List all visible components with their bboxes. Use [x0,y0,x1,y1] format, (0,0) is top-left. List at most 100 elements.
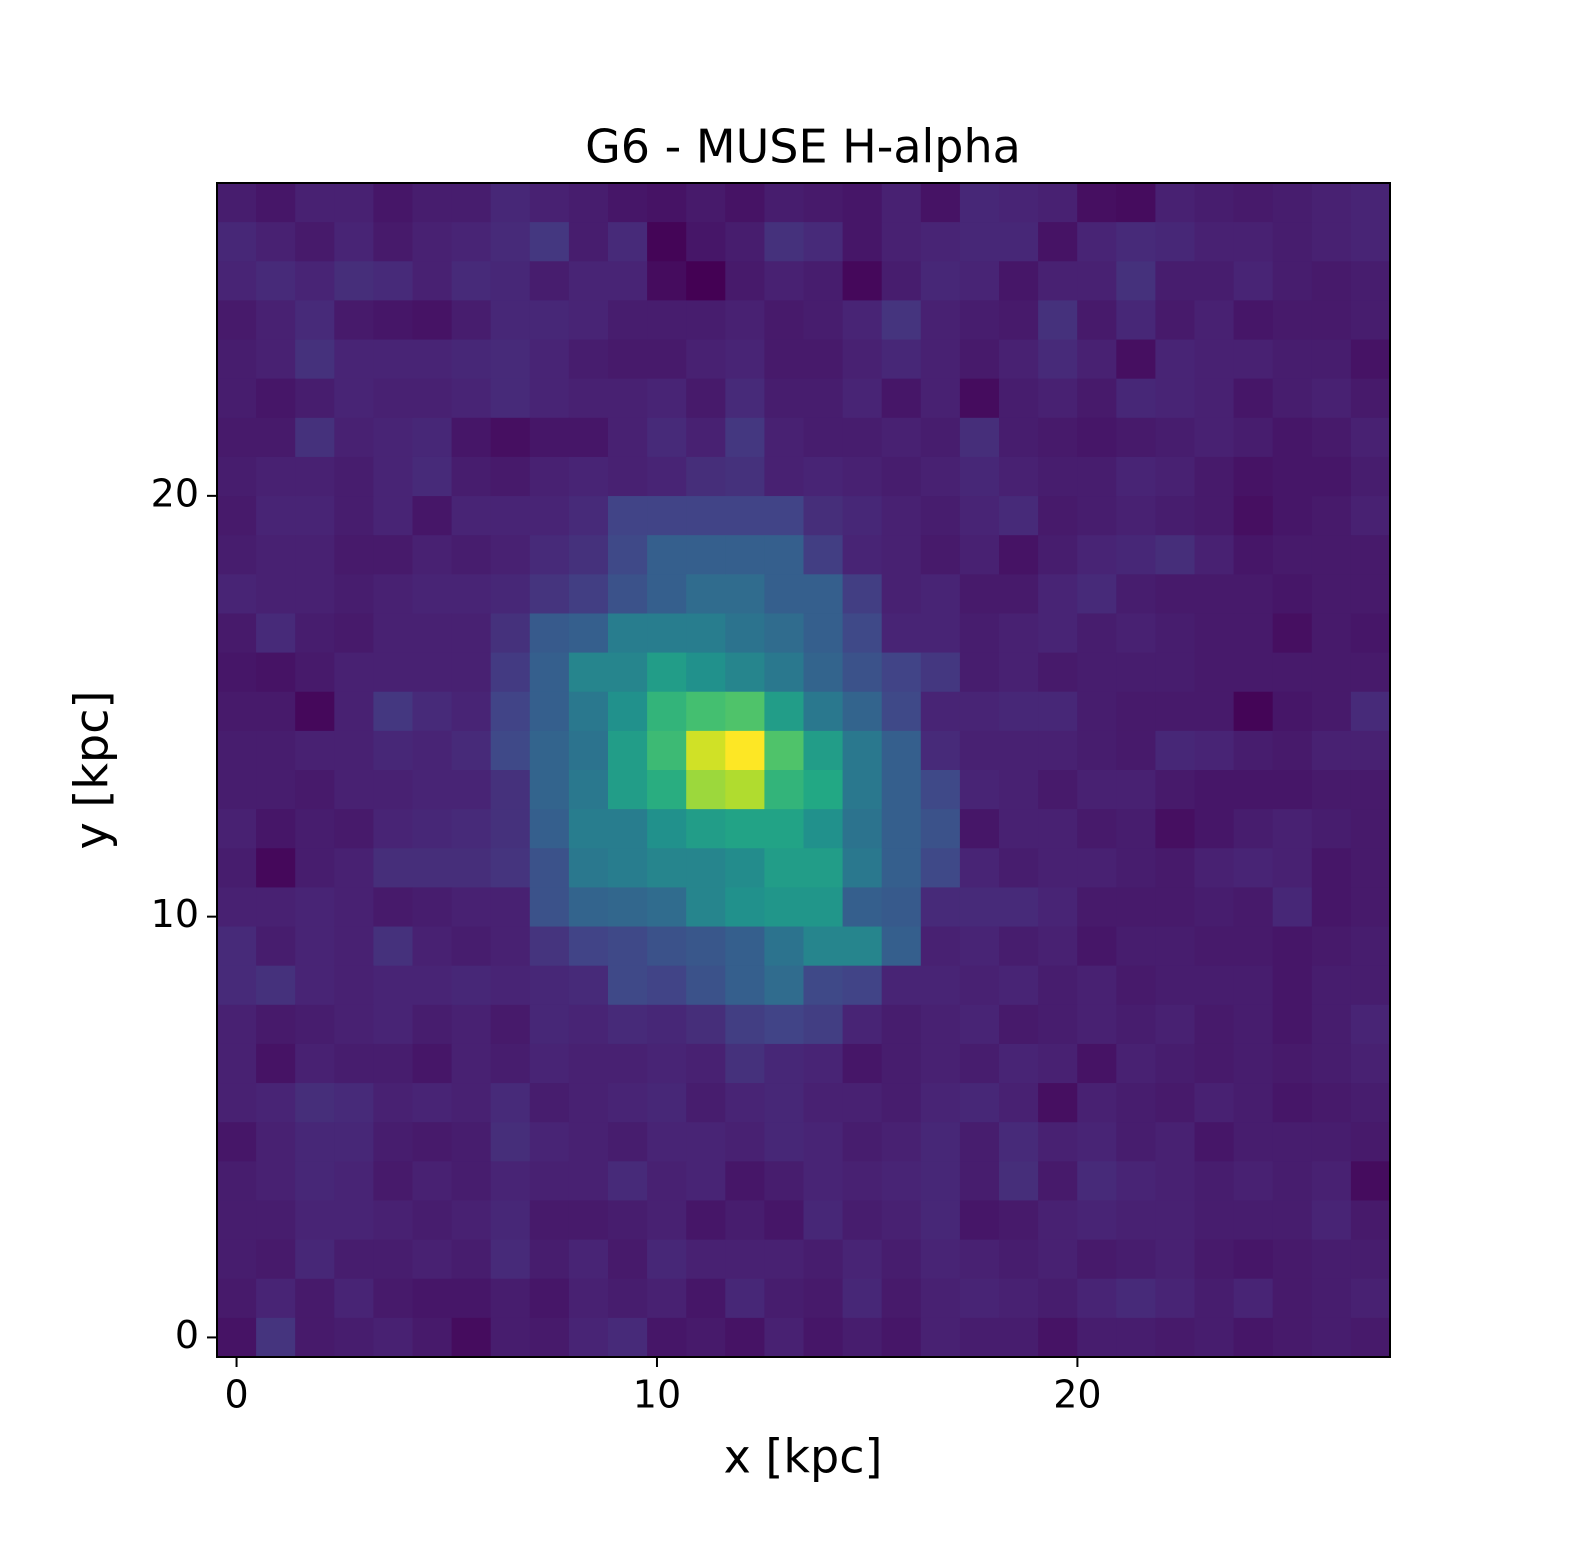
heatmap-cell [881,1278,922,1319]
heatmap-cell [295,183,335,223]
heatmap-cell [1272,1239,1313,1280]
heatmap-cell [999,339,1039,380]
heatmap-cell [1038,809,1078,849]
heatmap-cell [725,456,765,497]
heatmap-cell [412,1317,453,1358]
heatmap-cell [529,1004,570,1045]
heatmap-cell [373,417,414,458]
heatmap-cell [529,809,570,849]
heatmap-cell [999,1200,1039,1241]
heatmap-cell [1155,1043,1196,1084]
heatmap-cell [373,652,414,693]
heatmap-cell [803,730,844,771]
heatmap-cell [490,339,531,380]
heatmap-cell [334,378,374,419]
heatmap-cell [256,339,296,380]
heatmap-cell [803,652,844,693]
heatmap-cell [334,652,374,693]
heatmap-cell [1350,848,1391,888]
heatmap-cell [920,1278,961,1319]
heatmap-cell [764,613,805,654]
heatmap-cell [1155,1278,1196,1319]
heatmap-cell [881,574,922,615]
heatmap-cell [373,1083,414,1123]
heatmap-cell [725,809,765,849]
heatmap-cell [1272,1278,1313,1319]
heatmap-cell [1116,496,1156,536]
heatmap-cell [725,574,765,615]
heatmap-cell [1311,300,1352,341]
heatmap-cell [1038,456,1078,497]
heatmap-cell [881,809,922,849]
heatmap-cell [1233,613,1274,654]
heatmap-cell [881,378,922,419]
heatmap-cell [881,1122,922,1162]
heatmap-cell [373,496,414,536]
heatmap-cell [881,496,922,536]
heatmap-cell [725,926,765,967]
heatmap-cell [1350,1200,1391,1241]
heatmap-cell [1311,1043,1352,1084]
heatmap-cell [1155,417,1196,458]
heatmap-cell [999,496,1039,536]
heatmap-cell [568,535,609,575]
heatmap-cell [959,261,1000,301]
heatmap-cell [920,926,961,967]
heatmap-cell [256,417,296,458]
heatmap-cell [1272,1200,1313,1241]
heatmap-cell [256,770,296,810]
heatmap-cell [529,965,570,1006]
heatmap-cell [999,1161,1039,1202]
heatmap-cell [999,1083,1039,1123]
heatmap-cell [217,1004,257,1045]
heatmap-cell [1233,887,1274,928]
heatmap-cell [999,456,1039,497]
heatmap-cell [1194,1083,1235,1123]
heatmap-cell [334,183,374,223]
heatmap-cell [999,300,1039,341]
heatmap-cell [1311,887,1352,928]
heatmap-cell [686,261,726,301]
plot-frame [216,182,1391,1358]
heatmap-cell [1350,691,1391,732]
heatmap-cell [1233,300,1274,341]
heatmap-cell [412,1239,453,1280]
heatmap-cell [842,770,883,810]
heatmap-cell [568,1239,609,1280]
heatmap-cell [959,1317,1000,1358]
heatmap-cell [1077,887,1117,928]
heatmap-cell [959,183,1000,223]
heatmap-cell [881,613,922,654]
heatmap-cell [490,222,531,262]
heatmap-cell [451,770,492,810]
heatmap-cell [412,770,453,810]
heatmap-cell [451,574,492,615]
heatmap-cell [608,183,648,223]
heatmap-cell [764,1317,805,1358]
heatmap-cell [1311,456,1352,497]
heatmap-cell [1233,339,1274,380]
heatmap-cell [1116,1122,1156,1162]
heatmap-cell [1272,535,1313,575]
heatmap-cell [334,1161,374,1202]
heatmap-cell [373,300,414,341]
heatmap-cell [256,848,296,888]
heatmap-cell [373,1161,414,1202]
heatmap-cell [686,456,726,497]
heatmap-cell [920,300,961,341]
heatmap-cell [1116,300,1156,341]
heatmap-cell [764,1083,805,1123]
heatmap-cell [1311,1004,1352,1045]
heatmap-cell [568,456,609,497]
heatmap-cell [764,1239,805,1280]
heatmap-cell [842,1004,883,1045]
heatmap-cell [256,378,296,419]
heatmap-cell [334,1043,374,1084]
heatmap-cell [295,535,335,575]
heatmap-cell [842,183,883,223]
heatmap-cell [1038,848,1078,888]
heatmap-cell [1155,535,1196,575]
heatmap-cell [1116,1200,1156,1241]
heatmap-cell [999,848,1039,888]
heatmap-cell [999,378,1039,419]
